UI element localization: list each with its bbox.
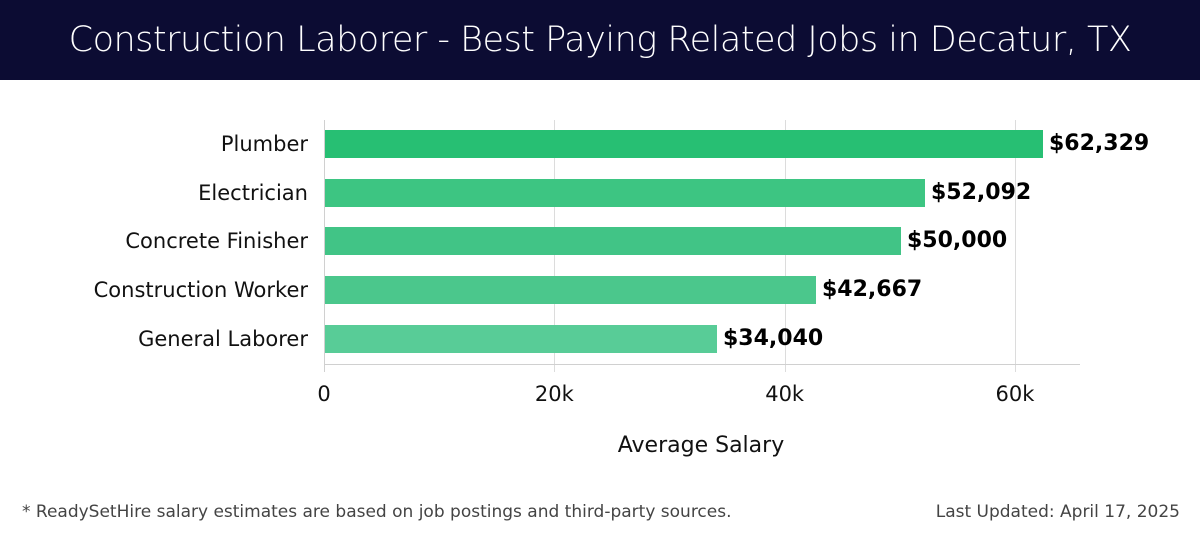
x-axis-title: Average Salary (617, 433, 785, 458)
category-label: Construction Worker (93, 278, 308, 302)
bar-value-label: $50,000 (907, 228, 1008, 253)
last-updated: Last Updated: April 17, 2025 (935, 502, 1180, 522)
bar-value-label: $34,040 (723, 326, 824, 351)
footnote: * ReadySetHire salary estimates are base… (22, 502, 732, 522)
category-label: Plumber (220, 132, 308, 156)
bar (325, 276, 816, 304)
x-tick-label: 20k (534, 382, 574, 406)
chart-title: Construction Laborer - Best Paying Relat… (68, 20, 1132, 60)
bar (325, 179, 925, 207)
bar (325, 325, 717, 353)
bar-value-label: $42,667 (822, 277, 923, 302)
y-axis-line (324, 120, 325, 372)
bar (325, 227, 901, 255)
bar-value-label: $52,092 (931, 180, 1032, 205)
x-tick-label: 0 (317, 382, 331, 406)
chart-header: Construction Laborer - Best Paying Relat… (0, 0, 1200, 80)
x-tick-label: 60k (995, 382, 1035, 406)
category-label: General Laborer (138, 327, 308, 351)
x-axis-line (324, 364, 1080, 365)
category-label: Concrete Finisher (125, 229, 308, 253)
bar-value-label: $62,329 (1049, 131, 1150, 156)
plot-area: $62,329 $52,092 $50,000 $42,667 $34,040 (324, 120, 1149, 372)
category-label: Electrician (198, 181, 308, 205)
gridline-60k (1015, 120, 1016, 372)
bar (325, 130, 1043, 158)
x-tick-label: 40k (765, 382, 805, 406)
